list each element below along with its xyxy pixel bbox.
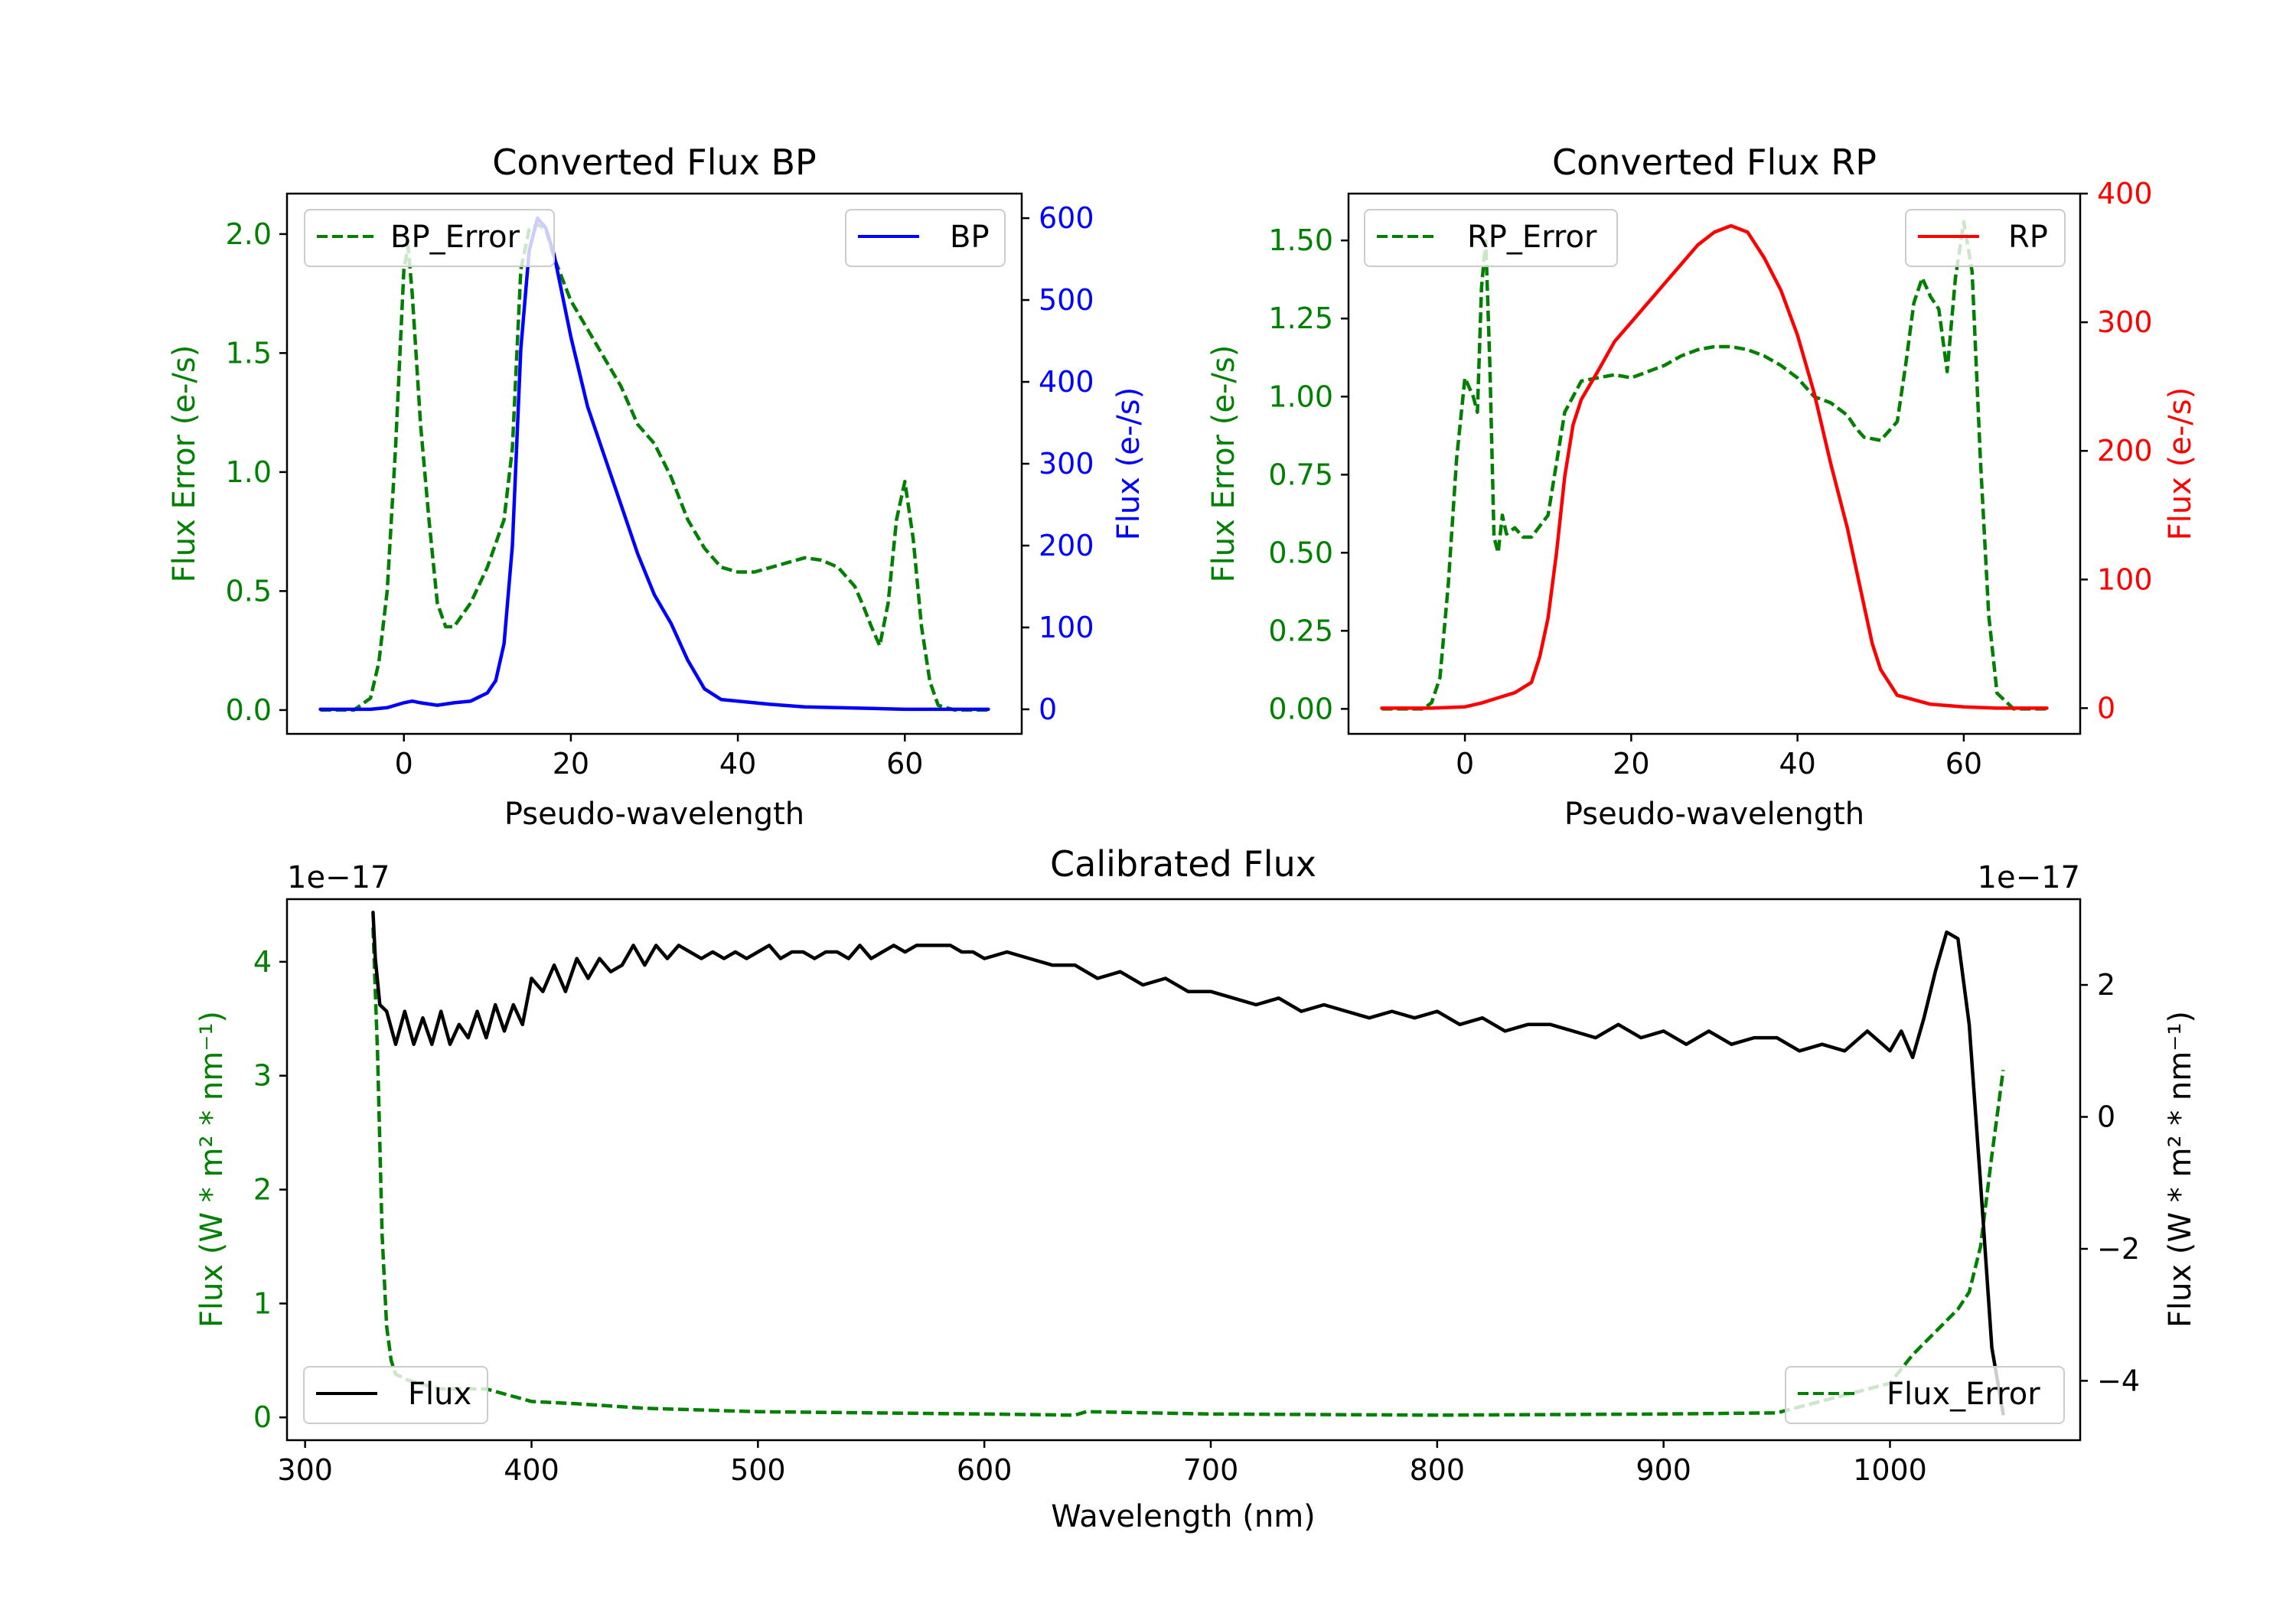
calibrated-left-axis-label: Flux (W * m² * nm⁻¹) — [194, 1011, 230, 1328]
bp-right-tick-label: 600 — [1039, 201, 1094, 235]
calibrated-left-tick-label: 2 — [253, 1173, 272, 1207]
rp-right-tick-label: 200 — [2097, 434, 2153, 468]
bp-x-tick-label: 0 — [395, 747, 413, 781]
bp-series-bp-error-line — [320, 223, 989, 712]
bp-title: Converted Flux BP — [492, 142, 817, 183]
calibrated-x-tick-label: 400 — [504, 1453, 559, 1487]
rp-x-axis-label: Pseudo-wavelength — [1564, 797, 1864, 832]
panel-rp: 0 20 40 60 0.00 0.25 0.50 0.75 1.00 1.25 1.50 0 100 2… — [1206, 142, 2198, 832]
rp-title: Converted Flux RP — [1552, 142, 1877, 183]
panel-bp: 0 20 40 60 0.0 0.5 1.0 1.5 2.0 0 100 200 300 400 500 60… — [167, 142, 1146, 832]
calibrated-series-flux-error-line — [371, 927, 2005, 1417]
calibrated-right-tick-label: −2 — [2097, 1232, 2140, 1266]
calibrated-right-axis-label: Flux (W * m² * nm⁻¹) — [2163, 1011, 2198, 1328]
rp-x-tick-label: 60 — [1945, 747, 1982, 781]
rp-right-tick-label: 100 — [2097, 562, 2153, 596]
calibrated-left-tick-label: 0 — [253, 1400, 272, 1434]
calibrated-left-tick-label: 4 — [253, 945, 272, 979]
rp-x-tick-label: 0 — [1456, 747, 1474, 781]
bp-right-tick-label: 200 — [1039, 529, 1094, 562]
bp-x-axis-label: Pseudo-wavelength — [504, 797, 804, 832]
calibrated-legend-left-box — [303, 1366, 488, 1424]
bp-left-tick-label: 0.5 — [226, 574, 272, 608]
rp-left-tick-label: 1.25 — [1268, 302, 1333, 335]
calibrated-x-tick-label: 600 — [957, 1453, 1013, 1487]
bp-series-bp-line — [318, 216, 990, 712]
bp-legend-left: BP_Error — [304, 209, 555, 267]
rp-left-tick-label: 0.25 — [1268, 614, 1333, 647]
rp-left-tick-label: 0.50 — [1268, 536, 1333, 569]
bp-left-tick-label: 1.5 — [226, 336, 272, 370]
rp-right-axis-label: Flux (e-/s) — [2163, 387, 2198, 540]
bp-legend-right: BP — [845, 209, 1006, 267]
bp-right-tick-label: 400 — [1039, 365, 1094, 399]
bp-legend-right-label: BP — [950, 220, 990, 255]
rp-legend-left: RP_Error — [1364, 209, 1618, 267]
calibrated-series-flux-line — [371, 910, 2005, 1416]
bp-left-tick-label: 1.0 — [226, 455, 272, 489]
rp-legend-right-label: RP — [2008, 220, 2048, 255]
rp-legend-left-box — [1364, 209, 1618, 267]
calibrated-x-tick-label: 800 — [1410, 1453, 1466, 1487]
bp-x-tick-label: 20 — [553, 747, 589, 781]
calibrated-left-offset: 1e−17 — [287, 860, 390, 895]
rp-legend-right: RP — [1905, 209, 2066, 267]
rp-legend-left-label: RP_Error — [1467, 220, 1597, 255]
rp-left-tick-label: 1.00 — [1268, 380, 1333, 413]
calibrated-x-tick-label: 1000 — [1853, 1453, 1927, 1487]
bp-x-tick-label: 40 — [719, 747, 756, 781]
calibrated-x-tick-label: 700 — [1183, 1453, 1239, 1487]
calibrated-right-tick-label: 0 — [2097, 1100, 2115, 1134]
calibrated-axes-frame — [285, 898, 2082, 1442]
calibrated-legend-right: Flux_Error — [1785, 1366, 2065, 1424]
bp-right-tick-label: 0 — [1039, 693, 1057, 726]
calibrated-right-tick-label: 2 — [2097, 968, 2115, 1002]
rp-right-tick-label: 400 — [2097, 177, 2153, 210]
rp-left-tick-label: 0.00 — [1268, 692, 1333, 725]
bp-x-tick-label: 60 — [886, 747, 923, 781]
calibrated-title: Calibrated Flux — [1050, 843, 1316, 885]
calibrated-x-tick-label: 500 — [730, 1453, 786, 1487]
rp-series-rp-line — [1380, 223, 2049, 710]
panel-calibrated: 300 400 500 600 700 800 900 1000 0 1 2 3 4 −4 −2 0 2 Cal… — [194, 843, 2198, 1534]
rp-right-tick-label: 300 — [2097, 305, 2153, 339]
calibrated-x-axis-label: Wavelength (nm) — [1051, 1499, 1316, 1534]
rp-legend-right-box — [1905, 209, 2066, 267]
bp-legend-left-box — [304, 209, 555, 267]
rp-series-rp-error-line — [1381, 220, 2047, 711]
calibrated-legend-right-box — [1785, 1366, 2065, 1424]
calibrated-right-tick-label: −4 — [2097, 1364, 2140, 1397]
bp-right-tick-label: 500 — [1039, 283, 1094, 317]
calibrated-x-tick-label: 300 — [277, 1453, 333, 1487]
calibrated-legend-right-label: Flux_Error — [1887, 1377, 2040, 1412]
rp-left-axis-label: Flux Error (e-/s) — [1206, 345, 1241, 583]
bp-left-tick-label: 0.0 — [226, 693, 272, 727]
rp-left-tick-label: 1.50 — [1268, 223, 1333, 257]
bp-left-axis-label: Flux Error (e-/s) — [167, 345, 202, 583]
calibrated-legend-left: Flux — [303, 1366, 488, 1424]
calibrated-right-offset: 1e−17 — [1978, 860, 2080, 895]
calibrated-left-tick-label: 1 — [253, 1286, 272, 1320]
bp-right-tick-label: 100 — [1039, 611, 1094, 644]
bp-left-tick-label: 2.0 — [226, 217, 272, 251]
rp-x-tick-label: 20 — [1613, 747, 1649, 781]
rp-left-tick-label: 0.75 — [1268, 458, 1333, 491]
calibrated-legend-left-label: Flux — [408, 1377, 471, 1412]
bp-right-axis-label: Flux (e-/s) — [1111, 387, 1146, 540]
rp-right-tick-label: 0 — [2097, 691, 2115, 725]
bp-legend-left-label: BP_Error — [390, 220, 520, 255]
calibrated-left-tick-label: 3 — [253, 1059, 272, 1093]
bp-right-tick-label: 300 — [1039, 447, 1094, 481]
rp-x-tick-label: 40 — [1779, 747, 1815, 781]
rp-axes-frame — [1347, 192, 2082, 735]
calibrated-x-tick-label: 900 — [1636, 1453, 1691, 1487]
bp-legend-right-box — [845, 209, 1006, 267]
